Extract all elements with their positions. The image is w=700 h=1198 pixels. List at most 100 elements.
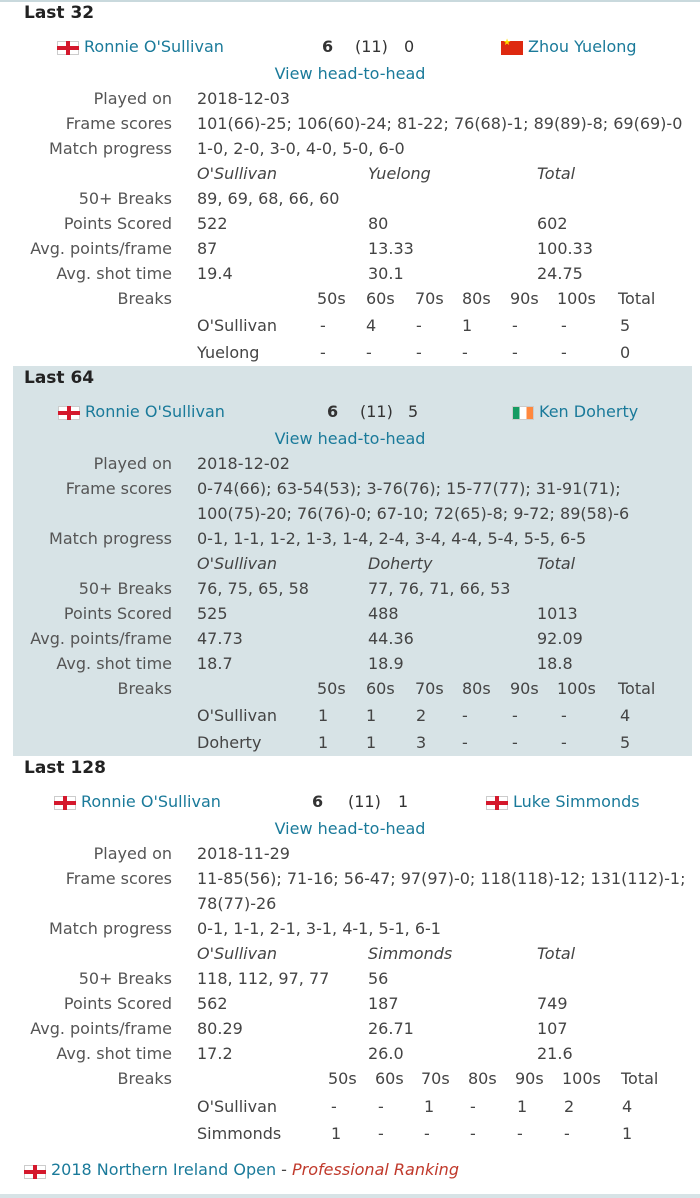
best-of: (11) [360, 402, 393, 421]
breaks-cell: 4 [620, 706, 631, 725]
round-title: Last 128 [24, 758, 106, 778]
player1-short-name: O'Sullivan [197, 554, 278, 573]
view-head-to-head-link[interactable]: View head-to-head [274, 429, 426, 448]
avg-points-total: 92.09 [537, 629, 583, 648]
breaks-cell: 1 [462, 316, 473, 335]
breaks-cell: - [462, 343, 468, 362]
breaks-cell: 1 [424, 1097, 435, 1116]
points-total: 602 [537, 214, 568, 233]
breaks-cell: 3 [416, 733, 427, 752]
match-progress-label: Match progress [49, 139, 172, 158]
frame-scores-value: 0-74(66); 63-54(53); 3-76(76); 15-77(77)… [197, 479, 621, 498]
round-title: Last 64 [24, 368, 95, 388]
breaks-cell: 1 [331, 1124, 342, 1143]
played-on-label: Played on [93, 844, 172, 863]
match-progress-value: 1-0, 2-0, 3-0, 4-0, 5-0, 6-0 [197, 139, 405, 158]
breaks-cell: - [512, 316, 518, 335]
match-progress-label: Match progress [49, 529, 172, 548]
breaks-cell: - [416, 343, 422, 362]
break-header-total: Total [618, 679, 656, 698]
breaks-label: Breaks [117, 289, 172, 308]
match-progress-value: 0-1, 1-1, 2-1, 3-1, 4-1, 5-1, 6-1 [197, 919, 441, 938]
frame-scores-value: 11-85(56); 71-16; 56-47; 97(97)-0; 118(1… [197, 869, 686, 888]
view-head-to-head-link[interactable]: View head-to-head [274, 64, 426, 83]
break-header-90s: 90s [510, 679, 539, 698]
breaks-row-name: Yuelong [197, 343, 260, 362]
player1-link[interactable]: Ronnie O'Sullivan [81, 792, 221, 811]
played-on-value: 2018-12-03 [197, 89, 290, 108]
break-header-70s: 70s [415, 679, 444, 698]
breaks-cell: - [561, 733, 567, 752]
player1-link[interactable]: Ronnie O'Sullivan [85, 402, 225, 421]
break-header-50s: 50s [317, 679, 346, 698]
breaks-label: Breaks [117, 679, 172, 698]
breaks-row-name: Doherty [197, 733, 262, 752]
breaks-cell: - [512, 706, 518, 725]
break-header-70s: 70s [415, 289, 444, 308]
breaks-cell: 1 [517, 1097, 528, 1116]
avg-points-p2: 13.33 [368, 239, 414, 258]
break-header-total: Total [618, 289, 656, 308]
break-header-80s: 80s [462, 289, 491, 308]
points-scored-label: Points Scored [63, 604, 172, 623]
player2-link[interactable]: Ken Doherty [539, 402, 639, 421]
event-heading: 2018 Northern Ireland Open - Professiona… [51, 1160, 459, 1179]
avg-points-p1: 47.73 [197, 629, 243, 648]
points-p1: 562 [197, 994, 228, 1013]
frame-scores-label: Frame scores [65, 479, 172, 498]
points-p1: 525 [197, 604, 228, 623]
england-flag-icon [54, 796, 76, 810]
player2-link[interactable]: Zhou Yuelong [528, 37, 637, 56]
breaks50-p2: 56 [368, 969, 389, 988]
breaks-cell: - [512, 343, 518, 362]
player2-short-name: Yuelong [368, 164, 431, 183]
breaks-cell: 4 [366, 316, 377, 335]
avg-points-total: 100.33 [537, 239, 593, 258]
england-flag-icon [57, 41, 79, 55]
break-header-70s: 70s [421, 1069, 450, 1088]
breaks-cell: 1 [366, 706, 377, 725]
points-total: 749 [537, 994, 568, 1013]
england-flag-icon [486, 796, 508, 810]
break-header-100s: 100s [562, 1069, 601, 1088]
section-shade [13, 366, 692, 756]
china-flag-icon [501, 38, 523, 55]
player2-score: 1 [398, 792, 409, 811]
breaks-cell: 1 [318, 706, 329, 725]
player1-link[interactable]: Ronnie O'Sullivan [84, 37, 224, 56]
avg-shot-total: 24.75 [537, 264, 583, 283]
match-progress-value: 0-1, 1-1, 1-2, 1-3, 1-4, 2-4, 3-4, 4-4, … [197, 529, 587, 548]
breaks-cell: 1 [622, 1124, 633, 1143]
player2-link[interactable]: Luke Simmonds [513, 792, 640, 811]
player1-short-name: O'Sullivan [197, 164, 278, 183]
frame-scores-label: Frame scores [65, 869, 172, 888]
avg-shot-p2: 30.1 [368, 264, 404, 283]
break-header-50s: 50s [317, 289, 346, 308]
breaks-cell: - [378, 1124, 384, 1143]
breaks-cell: - [378, 1097, 384, 1116]
player2-short-name: Doherty [368, 554, 433, 573]
breaks-cell: 0 [620, 343, 631, 362]
breaks-cell: - [320, 316, 326, 335]
breaks-cell: - [470, 1097, 476, 1116]
break-header-90s: 90s [515, 1069, 544, 1088]
event-link[interactable]: 2018 Northern Ireland Open [51, 1160, 277, 1179]
break-header-90s: 90s [510, 289, 539, 308]
avg-points-label: Avg. points/frame [30, 1019, 172, 1038]
breaks-row-name: O'Sullivan [197, 1097, 278, 1116]
breaks-cell: - [462, 733, 468, 752]
player1-score: 6 [327, 402, 339, 421]
breaks-cell: 1 [318, 733, 329, 752]
played-on-value: 2018-12-02 [197, 454, 290, 473]
breaks50-label: 50+ Breaks [78, 579, 172, 598]
played-on-value: 2018-11-29 [197, 844, 290, 863]
breaks-cell: - [561, 316, 567, 335]
event-separator: - [276, 1160, 293, 1179]
breaks-cell: - [561, 706, 567, 725]
view-head-to-head-link[interactable]: View head-to-head [274, 819, 426, 838]
points-p1: 522 [197, 214, 228, 233]
england-flag-icon [58, 406, 80, 420]
breaks50-label: 50+ Breaks [78, 969, 172, 988]
avg-points-total: 107 [537, 1019, 568, 1038]
total-header: Total [537, 554, 576, 573]
